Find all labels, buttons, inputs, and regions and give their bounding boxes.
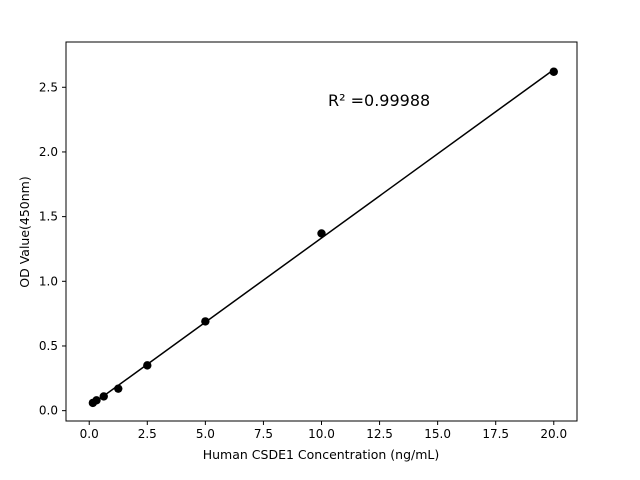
x-tick-label: 2.5 <box>138 427 157 441</box>
r-squared-annotation: R² =0.99988 <box>328 91 430 110</box>
x-tick-label: 12.5 <box>366 427 393 441</box>
x-tick-label: 20.0 <box>540 427 567 441</box>
x-tick-label: 5.0 <box>196 427 215 441</box>
plot-area: 0.0 2.5 5.0 7.5 10.0 12.5 15.0 17.5 20.0 0.0 0.5 1.… <box>39 41 578 441</box>
y-tick-label: 2.5 <box>39 80 58 94</box>
data-point <box>317 229 326 238</box>
data-point <box>99 392 108 401</box>
data-point <box>143 361 152 370</box>
x-axis-label: Human CSDE1 Concentration (ng/mL) <box>203 447 440 462</box>
y-tick-label: 1.0 <box>39 274 58 288</box>
y-tick-label: 0.5 <box>39 339 58 353</box>
x-tick-label: 10.0 <box>308 427 335 441</box>
x-tick-label: 17.5 <box>482 427 509 441</box>
x-tick-label: 0.0 <box>80 427 99 441</box>
y-tick-label: 1.5 <box>39 210 58 224</box>
data-point <box>114 384 123 393</box>
data-point <box>92 396 101 405</box>
y-tick-label: 0.0 <box>39 404 58 418</box>
data-point <box>201 317 210 326</box>
x-tick-label: 15.0 <box>424 427 451 441</box>
y-tick-label: 2.0 <box>39 145 58 159</box>
y-axis-label: OD Value(450nm) <box>17 176 32 287</box>
data-point <box>549 67 558 76</box>
x-tick-label: 7.5 <box>254 427 273 441</box>
